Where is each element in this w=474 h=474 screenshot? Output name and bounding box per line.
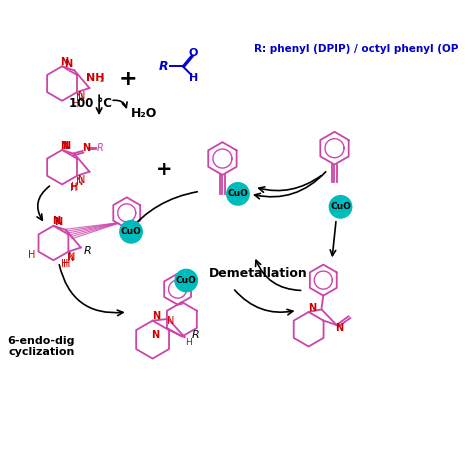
- Text: Demetallation: Demetallation: [209, 267, 308, 280]
- Text: N: N: [78, 91, 85, 101]
- Text: 100 °C: 100 °C: [69, 97, 112, 110]
- Circle shape: [120, 220, 142, 243]
- Text: $_2$: $_2$: [99, 75, 105, 85]
- Text: H: H: [72, 99, 79, 109]
- Text: N: N: [62, 141, 71, 152]
- Text: N: N: [152, 311, 160, 321]
- Text: H: H: [71, 182, 78, 192]
- Text: N: N: [308, 303, 316, 313]
- Text: NH: NH: [86, 73, 105, 82]
- Text: N: N: [76, 177, 83, 187]
- Text: +: +: [155, 160, 172, 179]
- Text: N: N: [61, 57, 69, 67]
- Text: R: phenyl (DPIP) / octyl phenyl (OP: R: phenyl (DPIP) / octyl phenyl (OP: [255, 44, 459, 54]
- Text: R: R: [83, 246, 91, 255]
- Text: H: H: [185, 337, 192, 346]
- Text: H₂O: H₂O: [131, 107, 157, 120]
- Text: H: H: [189, 73, 199, 82]
- Circle shape: [329, 196, 352, 218]
- Text: N: N: [167, 316, 174, 326]
- Text: R: R: [159, 60, 169, 73]
- Text: N: N: [151, 330, 159, 340]
- Text: N: N: [76, 93, 83, 103]
- Text: N: N: [78, 175, 85, 185]
- Text: R: R: [191, 330, 199, 340]
- Text: N: N: [82, 143, 90, 154]
- Text: H: H: [70, 183, 77, 193]
- Text: O: O: [189, 47, 198, 57]
- Text: N: N: [67, 253, 75, 263]
- Text: N: N: [54, 218, 62, 228]
- Text: H: H: [28, 250, 36, 260]
- Text: N: N: [61, 141, 69, 151]
- Text: N: N: [52, 217, 60, 227]
- Text: N: N: [335, 323, 343, 333]
- Text: CuO: CuO: [330, 202, 351, 211]
- Circle shape: [227, 182, 249, 205]
- Circle shape: [175, 269, 198, 292]
- Text: N: N: [68, 252, 75, 262]
- Text: H: H: [63, 259, 70, 269]
- Text: CuO: CuO: [120, 228, 141, 237]
- Text: CuO: CuO: [228, 190, 248, 199]
- Text: R: R: [97, 143, 104, 154]
- Text: 6-endo-dig
cyclization: 6-endo-dig cyclization: [8, 336, 75, 357]
- Text: H: H: [61, 259, 69, 269]
- Text: +: +: [118, 69, 137, 89]
- Text: CuO: CuO: [176, 276, 197, 285]
- Text: N: N: [64, 59, 72, 69]
